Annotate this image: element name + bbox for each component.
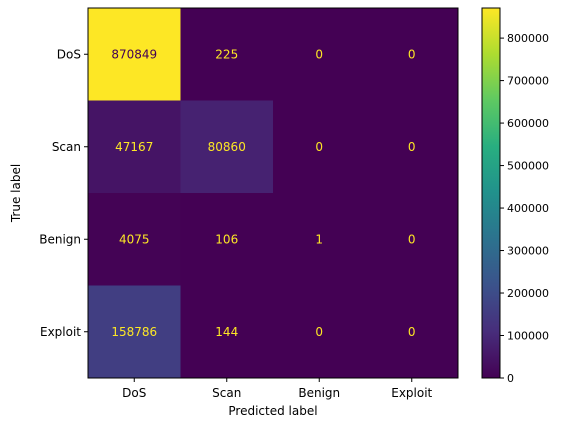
heatmap-cell xyxy=(180,193,274,286)
heatmap-cell xyxy=(273,193,366,286)
colorbar-tick-label: 600000 xyxy=(507,117,549,130)
heatmap-cell xyxy=(88,285,181,379)
x-tick-label: Scan xyxy=(212,386,241,400)
cell-value-label: 80860 xyxy=(208,140,246,154)
colorbar-tick-label: 700000 xyxy=(507,75,549,88)
colorbar-tick-label: 0 xyxy=(507,372,514,385)
heatmap-cells: 870849 225 0 0 47167 80860 0 0 4075 106 1 0 158786 14… xyxy=(88,8,459,379)
y-axis-ticks: DoS Scan Benign Exploit xyxy=(39,47,88,339)
colorbar-ticks: 0 100000 200000 300000 400000 500000 600000 700… xyxy=(500,32,549,385)
cell-value-label: 4075 xyxy=(119,232,150,246)
cell-value-label: 0 xyxy=(315,140,323,154)
x-tick-label: Exploit xyxy=(391,386,432,400)
x-axis-label: Predicted label xyxy=(228,404,317,418)
x-tick-label: DoS xyxy=(122,386,146,400)
colorbar-tick-label: 100000 xyxy=(507,330,549,343)
heatmap-cell xyxy=(88,100,181,194)
cell-value-label: 0 xyxy=(408,47,416,61)
heatmap-cell xyxy=(365,193,459,286)
cell-value-label: 225 xyxy=(215,47,238,61)
heatmap-cell xyxy=(180,100,274,194)
colorbar-tick-label: 800000 xyxy=(507,32,549,45)
colorbar-tick-label: 200000 xyxy=(507,287,549,300)
x-axis-ticks: DoS Scan Benign Exploit xyxy=(122,378,433,400)
y-tick-label: Scan xyxy=(52,140,81,154)
cell-value-label: 158786 xyxy=(111,325,157,339)
y-tick-label: Benign xyxy=(39,232,81,246)
cell-value-label: 0 xyxy=(408,232,416,246)
heatmap-cell xyxy=(273,285,366,379)
heatmap-cell xyxy=(365,8,459,101)
y-tick-label: Exploit xyxy=(40,325,81,339)
cell-value-label: 0 xyxy=(315,325,323,339)
matrix-frame xyxy=(87,7,459,379)
heatmap-cell xyxy=(180,8,274,101)
cell-value-label: 0 xyxy=(315,47,323,61)
heatmap-cell xyxy=(365,285,459,379)
colorbar-tick-label: 400000 xyxy=(507,202,549,215)
heatmap-cell xyxy=(273,8,366,101)
heatmap-cell xyxy=(365,100,459,194)
y-tick-label: DoS xyxy=(57,47,81,61)
colorbar-tick-label: 300000 xyxy=(507,245,549,258)
colorbar xyxy=(481,7,501,379)
cell-value-label: 870849 xyxy=(111,47,157,61)
cell-value-label: 0 xyxy=(408,140,416,154)
colorbar-tick-label: 500000 xyxy=(507,160,549,173)
cell-value-label: 144 xyxy=(215,325,238,339)
heatmap-cell xyxy=(180,285,274,379)
cell-value-label: 47167 xyxy=(115,140,153,154)
cell-value-label: 0 xyxy=(408,325,416,339)
cell-value-label: 106 xyxy=(215,232,238,246)
heatmap-cell xyxy=(88,8,181,101)
y-axis-label: True label xyxy=(9,164,23,223)
heatmap-cell xyxy=(273,100,366,194)
cell-value-label: 1 xyxy=(315,232,323,246)
heatmap-cell xyxy=(88,193,181,286)
x-tick-label: Benign xyxy=(298,386,340,400)
